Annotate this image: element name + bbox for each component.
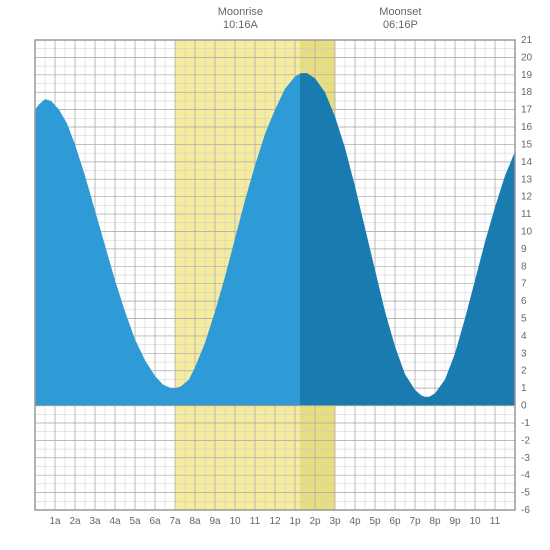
moonset-header: Moonset 06:16P bbox=[370, 6, 430, 32]
tide-chart: 1a2a3a4a5a6a7a8a9a1011121p2p3p4p5p6p7p8p… bbox=[0, 0, 550, 550]
svg-text:0: 0 bbox=[521, 401, 527, 412]
svg-text:9: 9 bbox=[521, 244, 527, 255]
svg-text:2: 2 bbox=[521, 366, 527, 377]
svg-text:12: 12 bbox=[521, 192, 533, 203]
svg-text:7: 7 bbox=[521, 279, 527, 290]
svg-text:10: 10 bbox=[229, 516, 241, 527]
svg-text:14: 14 bbox=[521, 157, 533, 168]
svg-text:11: 11 bbox=[490, 516, 501, 527]
svg-text:6: 6 bbox=[521, 296, 527, 307]
svg-text:4a: 4a bbox=[109, 516, 121, 527]
svg-text:11: 11 bbox=[521, 209, 532, 220]
svg-text:5p: 5p bbox=[369, 516, 381, 527]
svg-text:13: 13 bbox=[521, 174, 533, 185]
svg-text:2a: 2a bbox=[69, 516, 81, 527]
svg-text:21: 21 bbox=[521, 35, 533, 46]
svg-text:1: 1 bbox=[521, 383, 527, 394]
svg-text:3p: 3p bbox=[329, 516, 341, 527]
svg-text:6a: 6a bbox=[149, 516, 161, 527]
svg-text:15: 15 bbox=[521, 139, 533, 150]
chart-svg: 1a2a3a4a5a6a7a8a9a1011121p2p3p4p5p6p7p8p… bbox=[0, 0, 550, 550]
svg-text:3a: 3a bbox=[89, 516, 101, 527]
svg-text:5: 5 bbox=[521, 314, 527, 325]
svg-text:19: 19 bbox=[521, 70, 533, 81]
svg-text:-2: -2 bbox=[521, 435, 530, 446]
svg-text:-3: -3 bbox=[521, 453, 530, 464]
svg-text:18: 18 bbox=[521, 87, 533, 98]
svg-text:16: 16 bbox=[521, 122, 533, 133]
svg-text:9a: 9a bbox=[209, 516, 221, 527]
svg-text:1a: 1a bbox=[49, 516, 61, 527]
svg-text:3: 3 bbox=[521, 348, 527, 359]
svg-text:4: 4 bbox=[521, 331, 527, 342]
svg-text:2p: 2p bbox=[309, 516, 321, 527]
svg-text:1p: 1p bbox=[289, 516, 301, 527]
svg-text:20: 20 bbox=[521, 52, 533, 63]
moonset-time: 06:16P bbox=[370, 19, 430, 32]
svg-text:-5: -5 bbox=[521, 488, 530, 499]
moonrise-label: Moonrise bbox=[210, 6, 270, 19]
svg-text:17: 17 bbox=[521, 105, 533, 116]
svg-text:-1: -1 bbox=[521, 418, 530, 429]
svg-text:4p: 4p bbox=[349, 516, 361, 527]
svg-text:12: 12 bbox=[269, 516, 281, 527]
svg-text:8: 8 bbox=[521, 261, 527, 272]
svg-text:8a: 8a bbox=[189, 516, 201, 527]
moonrise-header: Moonrise 10:16A bbox=[210, 6, 270, 32]
svg-text:5a: 5a bbox=[129, 516, 141, 527]
svg-text:8p: 8p bbox=[429, 516, 441, 527]
svg-text:6p: 6p bbox=[389, 516, 401, 527]
moonset-label: Moonset bbox=[370, 6, 430, 19]
svg-text:10: 10 bbox=[521, 226, 533, 237]
svg-text:-4: -4 bbox=[521, 470, 530, 481]
svg-text:10: 10 bbox=[469, 516, 481, 527]
svg-text:-6: -6 bbox=[521, 505, 530, 516]
svg-text:11: 11 bbox=[250, 516, 261, 527]
svg-text:9p: 9p bbox=[449, 516, 461, 527]
svg-text:7p: 7p bbox=[409, 516, 421, 527]
moonrise-time: 10:16A bbox=[210, 19, 270, 32]
svg-text:7a: 7a bbox=[169, 516, 181, 527]
